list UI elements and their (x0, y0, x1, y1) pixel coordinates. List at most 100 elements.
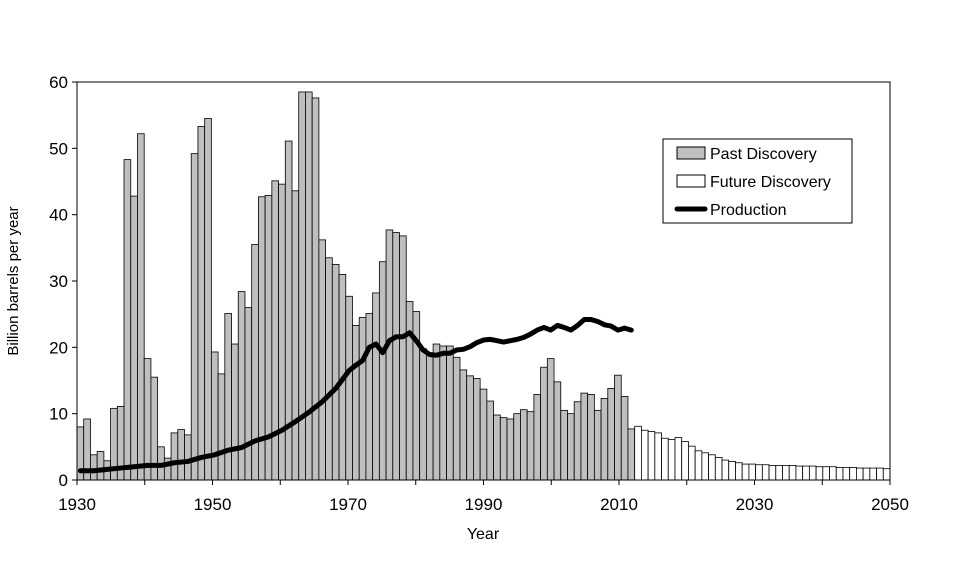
bar (553, 381, 562, 481)
bar (358, 317, 367, 481)
y-tick-label: 60 (49, 73, 68, 92)
bar (231, 343, 239, 481)
bar (667, 439, 676, 481)
bar (829, 466, 837, 481)
bar (197, 126, 206, 481)
bar (419, 348, 427, 481)
bar (499, 417, 508, 481)
bar (674, 437, 683, 481)
bar (331, 264, 340, 481)
bar (822, 466, 830, 481)
bar (627, 428, 636, 481)
bar (842, 466, 851, 481)
bar (298, 91, 306, 481)
bar (432, 343, 441, 481)
bar (372, 292, 380, 481)
legend-label: Future Discovery (710, 174, 831, 191)
bar (862, 467, 871, 481)
bar (190, 153, 199, 481)
bar (573, 401, 582, 481)
x-tick-label: 2050 (871, 495, 909, 514)
bar (647, 431, 656, 481)
bar (170, 432, 179, 481)
y-tick-label: 10 (49, 405, 68, 424)
bar (607, 388, 615, 481)
legend: Past Discovery Future Discovery Production (662, 138, 853, 224)
bar (210, 351, 219, 481)
bar (714, 457, 723, 481)
x-tick-label: 1930 (58, 495, 96, 514)
x-tick-label: 2010 (600, 495, 638, 514)
bar (143, 358, 152, 481)
bar (217, 373, 226, 481)
bar (849, 466, 857, 481)
bar (392, 232, 400, 481)
bar (533, 394, 542, 481)
bar (694, 450, 703, 481)
bar (90, 454, 98, 481)
bar (506, 418, 515, 481)
bar (614, 374, 622, 481)
x-axis: 1930 1950 1970 1990 2010 2030 2050 (58, 480, 909, 514)
y-tick-label: 40 (49, 206, 68, 225)
bar (869, 467, 877, 481)
x-tick-label: 1950 (194, 495, 232, 514)
bar (768, 465, 777, 481)
bar (708, 454, 716, 481)
bar (882, 468, 891, 481)
bar (795, 465, 804, 481)
bar (439, 345, 447, 481)
bar (856, 467, 864, 481)
bar (782, 465, 790, 481)
bar (466, 375, 474, 481)
bar (728, 461, 736, 481)
bar (311, 97, 320, 481)
bar (835, 466, 844, 481)
bar (459, 369, 468, 481)
bar (546, 358, 555, 481)
bar (513, 413, 521, 481)
bar (721, 459, 730, 481)
bar (177, 429, 185, 481)
bar (237, 291, 246, 481)
bar (385, 229, 394, 481)
bar (580, 392, 589, 481)
bar (479, 388, 488, 481)
x-tick-label: 1970 (329, 495, 367, 514)
bar (560, 409, 568, 481)
y-tick-label: 0 (59, 471, 68, 490)
x-tick-label: 2030 (736, 495, 774, 514)
x-axis-label: Year (467, 526, 500, 543)
bar (123, 159, 132, 481)
legend-label: Past Discovery (710, 146, 817, 163)
bar (654, 432, 662, 481)
bar (325, 257, 333, 481)
bar (587, 394, 595, 481)
bar (741, 463, 750, 481)
bar (291, 190, 300, 481)
bar (184, 434, 192, 481)
bar (876, 467, 884, 481)
bar (204, 118, 212, 481)
bar (452, 356, 461, 481)
bar (446, 345, 454, 481)
legend-swatch (676, 174, 706, 188)
bar (761, 464, 770, 481)
bar (399, 235, 407, 481)
bar (755, 464, 763, 481)
bar (815, 466, 824, 481)
y-axis-label: Billion barrels per year (5, 206, 22, 355)
bar (520, 409, 528, 481)
bar (775, 465, 783, 481)
bar (425, 352, 434, 481)
bar (735, 462, 743, 481)
bar (808, 465, 817, 481)
bar (405, 301, 414, 481)
bar (493, 414, 501, 481)
bar (365, 313, 374, 481)
bar (748, 463, 757, 481)
bars-layer (76, 91, 891, 481)
bar (600, 398, 609, 481)
